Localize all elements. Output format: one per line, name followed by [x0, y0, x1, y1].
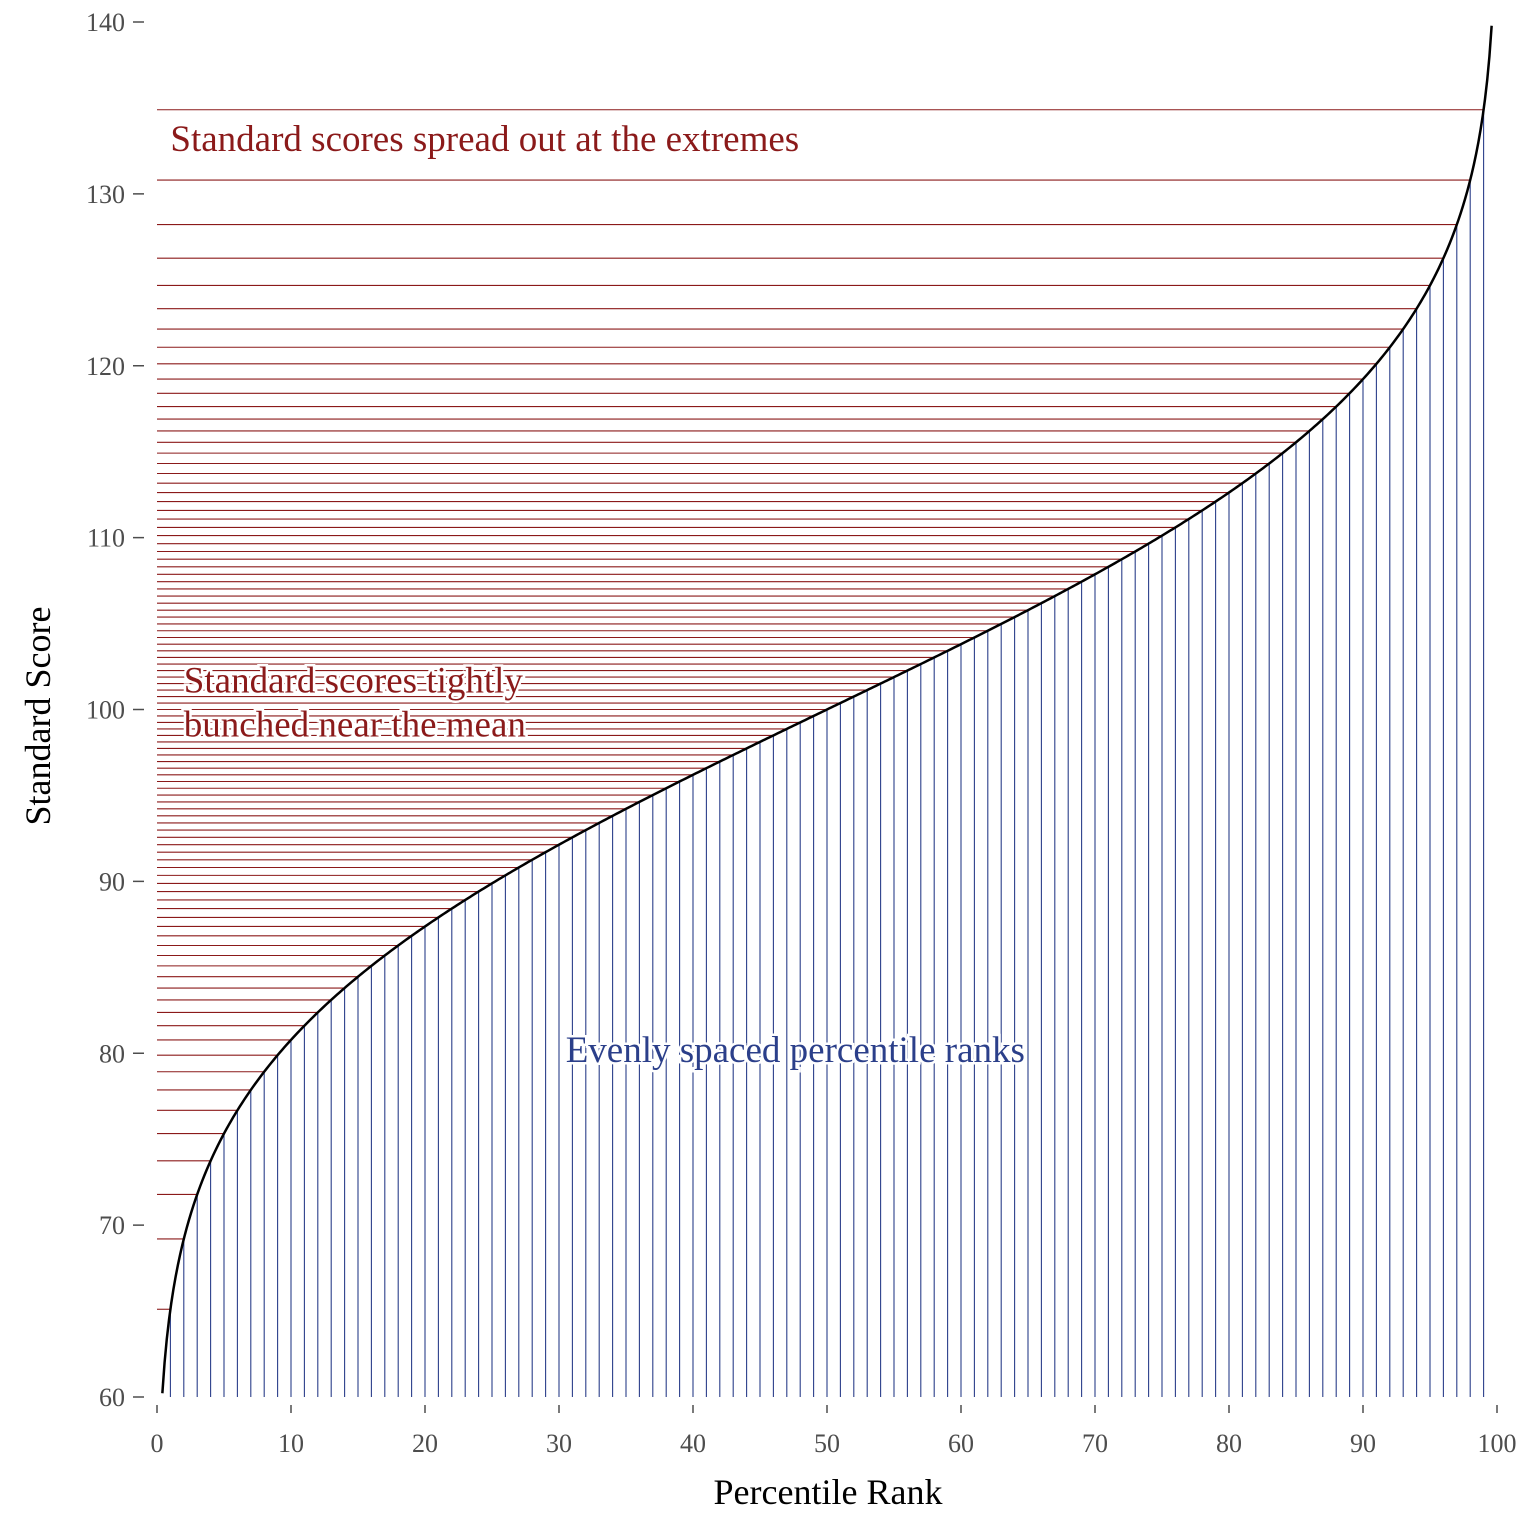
x-tick-label: 0: [151, 1429, 164, 1458]
y-tick-label: 90: [99, 867, 125, 896]
x-tick-label: 80: [1216, 1429, 1242, 1458]
percentile-note: Evenly spaced percentile ranks: [566, 1030, 1025, 1071]
x-tick-label: 20: [412, 1429, 438, 1458]
x-tick-label: 40: [680, 1429, 706, 1458]
x-tick-label: 90: [1350, 1429, 1376, 1458]
y-axis: 60 70 80 90 100 110 120 130 140: [86, 8, 144, 1412]
y-tick-label: 130: [86, 180, 125, 209]
x-tick-label: 30: [546, 1429, 572, 1458]
x-tick-label: 10: [278, 1429, 304, 1458]
x-tick-label: 70: [1082, 1429, 1108, 1458]
y-tick-label: 80: [99, 1039, 125, 1068]
y-tick-label: 60: [99, 1383, 125, 1412]
y-tick-label: 120: [86, 352, 125, 381]
horizontal-score-lines: [157, 109, 1484, 1310]
x-tick-label: 50: [814, 1429, 840, 1458]
mean-note: Standard scores tightly bunched near the …: [184, 660, 526, 745]
extremes-note: Standard scores spread out at the extrem…: [170, 119, 799, 160]
y-tick-label: 70: [99, 1211, 125, 1240]
x-tick-label: 100: [1478, 1429, 1517, 1458]
quantile-curve: [161, 25, 1493, 1394]
annotations: Standard scores spread out at the extrem…: [168, 116, 1028, 1073]
vertical-percentile-lines: [169, 109, 1485, 1397]
x-axis: 0 10 20 30 40 50 60 70 80 90 100: [151, 1405, 1517, 1458]
x-tick-label: 60: [948, 1429, 974, 1458]
y-tick-label: 110: [87, 524, 125, 553]
x-axis-title: Percentile Rank: [714, 1472, 943, 1512]
y-tick-label: 140: [86, 8, 125, 37]
y-tick-label: 100: [86, 696, 125, 725]
y-axis-title: Standard Score: [18, 607, 58, 826]
